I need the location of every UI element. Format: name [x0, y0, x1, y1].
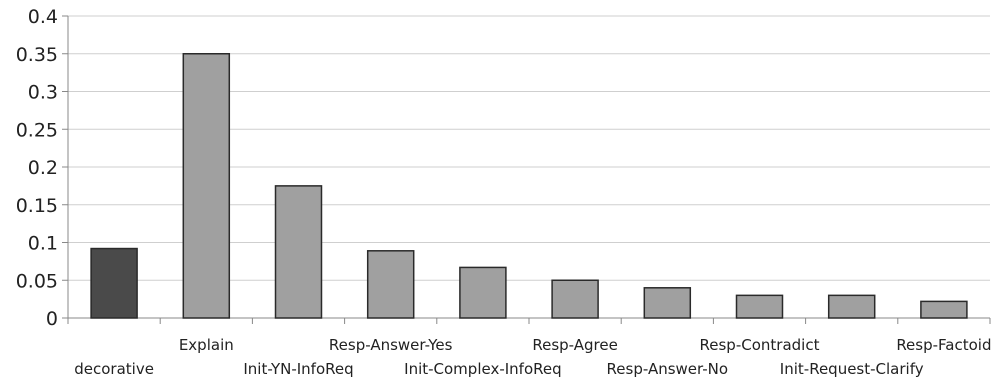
bar-init-request-clarify: [827, 294, 876, 319]
category-label: Resp-Contradict: [700, 336, 820, 354]
y-tick-label: 0.15: [16, 195, 58, 217]
category-label: decorative: [74, 360, 154, 378]
category-label: Init-YN-InfoReq: [243, 360, 353, 378]
category-label: Explain: [179, 336, 234, 354]
category-label: Init-Complex-InfoReq: [404, 360, 562, 378]
bar-resp-contradict: [735, 294, 784, 319]
category-label: Resp-Answer-Yes: [329, 336, 453, 354]
category-labels: decorative Explain Init-YN-InfoReq Resp-Ans…: [74, 336, 991, 378]
y-tick-label: 0.05: [16, 270, 58, 292]
category-label: Resp-Agree: [532, 336, 617, 354]
bars: [90, 53, 968, 319]
y-tick-label: 0: [46, 308, 58, 330]
category-label: Resp-Answer-No: [607, 360, 729, 378]
bar-init-complex-inforeq: [459, 266, 507, 319]
y-tick-labels: 0 0.05 0.1 0.15 0.2 0.25 0.3 0.35 0.4: [16, 6, 58, 330]
bar-explain: [182, 53, 231, 319]
bar-resp-agree: [551, 279, 599, 319]
y-tick-label: 0.2: [28, 157, 58, 179]
y-tick-label: 0.3: [28, 82, 58, 104]
y-tick-label: 0.25: [16, 119, 58, 141]
category-label: Init-Request-Clarify: [780, 360, 924, 378]
y-tick-label: 0.1: [28, 233, 58, 255]
bar-resp-answer-yes: [366, 250, 415, 319]
bar-resp-factoid: [920, 300, 968, 319]
y-tick-label: 0.35: [16, 44, 58, 66]
bar-resp-answer-no: [643, 287, 692, 319]
category-label: Resp-Factoid: [896, 336, 991, 354]
y-tick-label: 0.4: [28, 6, 58, 28]
bar-init-yn-inforeq: [274, 185, 323, 319]
bar-decorative: [90, 247, 138, 319]
